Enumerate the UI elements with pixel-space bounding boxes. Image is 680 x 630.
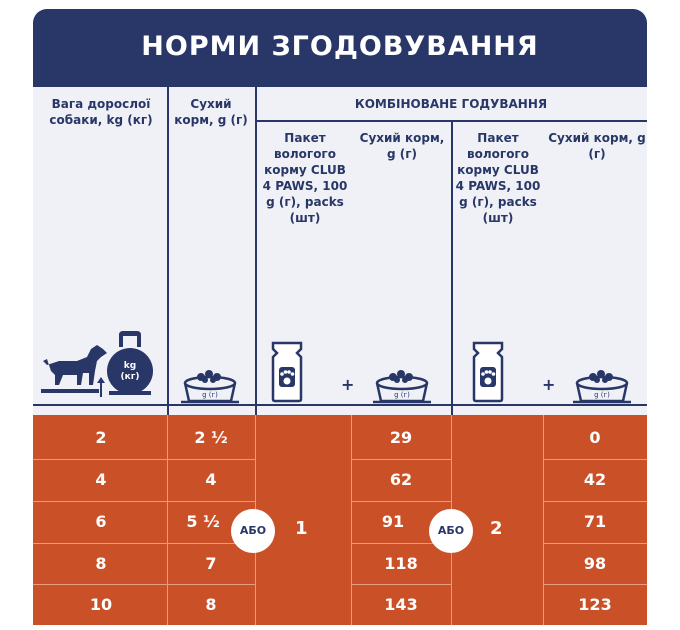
dry-value: 2 ½ (194, 428, 228, 447)
divider (543, 543, 647, 544)
kettlebell-icon (107, 331, 153, 395)
dry-with-2-packs-value: 42 (583, 470, 607, 489)
paw-pouch-icon (271, 341, 303, 403)
divider (351, 459, 451, 460)
dry-food-header: Сухий корм, g (г) (174, 97, 248, 127)
dry-with-1-pack-value: 29 (389, 428, 413, 447)
divider (255, 120, 647, 122)
divider (33, 584, 255, 585)
divider (33, 404, 647, 406)
wet-pack-header-1: Пакет вологого корму CLUB 4 PAWS, 100 g … (262, 131, 348, 225)
divider (543, 459, 647, 460)
pack-count-1: 1 (295, 518, 308, 539)
dry-value: 8 (205, 595, 217, 614)
divider (33, 543, 255, 544)
weight-header: Вага дорослої собаки, kg (кг) (49, 97, 153, 127)
bowl-icon (573, 370, 631, 404)
dry-with-2-packs-value: 71 (583, 512, 607, 531)
plus-sign: + (341, 375, 355, 394)
divider (543, 501, 647, 502)
dry-with-1-pack-value: 91 (381, 512, 405, 531)
weight-value: 6 (95, 512, 107, 531)
feeding-rows: 2 2 ½ 29 0 4 4 62 42 6 5 ½ 91 71 8 7 118… (33, 415, 647, 625)
bowl-label: g (г) (394, 391, 410, 399)
divider (351, 415, 352, 625)
combined-feeding-header: КОМБІНОВАНЕ ГОДУВАННЯ (354, 97, 548, 111)
divider (167, 87, 169, 415)
divider (351, 584, 451, 585)
up-arrow-icon (97, 377, 105, 397)
divider (33, 501, 255, 502)
divider (33, 459, 255, 460)
or-badge: АБО (231, 509, 275, 553)
divider (167, 415, 168, 625)
kettlebell-label: kg (кг) (120, 361, 140, 382)
bowl-label: g (г) (594, 391, 610, 399)
pack-count-2: 2 (490, 518, 503, 539)
dry-food-header-3: Сухий корм, g (г) (548, 131, 646, 161)
page-title: НОРМИ ЗГОДОВУВАННЯ (141, 31, 539, 62)
divider (255, 87, 257, 415)
weight-value: 2 (95, 428, 107, 447)
weight-value: 10 (89, 595, 113, 614)
divider (543, 415, 544, 625)
dog-icon (41, 345, 107, 393)
dry-with-2-packs-value: 0 (589, 428, 601, 447)
divider (351, 543, 451, 544)
dry-with-2-packs-value: 123 (578, 595, 612, 614)
bowl-icon (373, 370, 431, 404)
or-badge: АБО (429, 509, 473, 553)
dry-with-2-packs-value: 98 (583, 554, 607, 573)
feeding-table: НОРМИ ЗГОДОВУВАННЯ Вага дорослої собаки,… (33, 9, 647, 625)
dry-with-1-pack-value: 143 (384, 595, 418, 614)
wet-pack-header-2: Пакет вологого корму CLUB 4 PAWS, 100 g … (455, 131, 541, 225)
paw-pouch-icon (472, 341, 504, 403)
dry-with-1-pack-value: 118 (384, 554, 418, 573)
dry-value: 5 ½ (186, 512, 220, 531)
weight-value: 4 (95, 470, 107, 489)
divider (451, 121, 453, 415)
weight-value: 8 (95, 554, 107, 573)
dry-food-header-2: Сухий корм, g (г) (359, 131, 445, 161)
plus-sign: + (542, 375, 556, 394)
divider (351, 501, 451, 502)
dry-value: 7 (205, 554, 217, 573)
bowl-icon (181, 370, 239, 404)
dry-with-1-pack-value: 62 (389, 470, 413, 489)
divider (543, 584, 647, 585)
bowl-label: g (г) (202, 391, 218, 399)
title-bar: НОРМИ ЗГОДОВУВАННЯ (33, 9, 647, 87)
dry-value: 4 (205, 470, 217, 489)
